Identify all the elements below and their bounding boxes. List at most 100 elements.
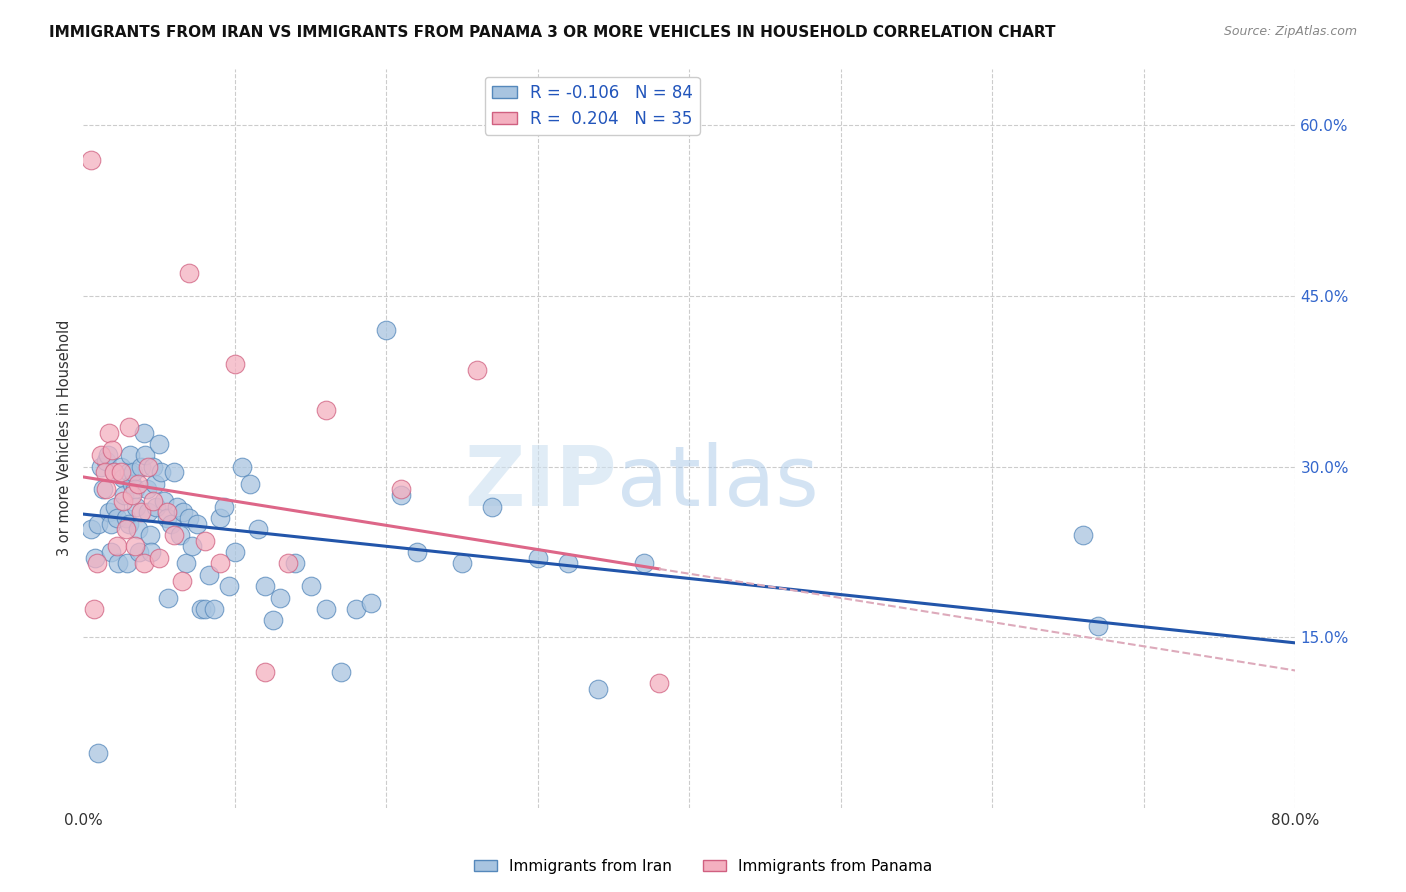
Point [246,522,269,536]
Point [224,545,246,559]
Point [166,500,188,514]
Y-axis label: 3 or more Vehicles in Household: 3 or more Vehicles in Household [58,320,72,557]
Point [138,459,160,474]
Point [172,505,194,519]
Point [212,500,235,514]
Point [1087,619,1109,633]
Point [315,402,337,417]
Point [202,602,225,616]
Text: IMMIGRANTS FROM IRAN VS IMMIGRANTS FROM PANAMA 3 OR MORE VEHICLES IN HOUSEHOLD C: IMMIGRANTS FROM IRAN VS IMMIGRANTS FROM … [49,25,1056,40]
Point [160,516,183,531]
Point [391,483,413,497]
Point [94,454,117,468]
Point [149,466,172,480]
Point [114,522,136,536]
Point [588,681,610,696]
Point [111,494,134,508]
Point [132,557,155,571]
Point [527,550,550,565]
Point [1073,528,1095,542]
Point [86,557,108,571]
Point [465,363,488,377]
Point [170,574,193,588]
Point [148,437,170,451]
Point [84,550,107,565]
Point [104,500,127,514]
Text: Source: ZipAtlas.com: Source: ZipAtlas.com [1223,25,1357,38]
Point [181,540,204,554]
Point [148,550,170,565]
Point [262,613,284,627]
Text: atlas: atlas [617,442,818,524]
Point [299,579,322,593]
Point [329,665,352,679]
Point [80,522,103,536]
Point [254,579,277,593]
Point [163,466,186,480]
Point [198,567,221,582]
Point [344,602,367,616]
Point [93,466,115,480]
Point [128,545,150,559]
Point [129,459,152,474]
Point [269,591,291,605]
Point [90,459,112,474]
Point [375,323,398,337]
Point [208,511,231,525]
Point [134,449,156,463]
Point [139,528,162,542]
Point [360,596,382,610]
Point [145,500,167,514]
Point [114,511,136,525]
Point [87,516,110,531]
Point [110,459,132,474]
Point [143,476,166,491]
Legend: R = -0.106   N = 84, R =  0.204   N = 35: R = -0.106 N = 84, R = 0.204 N = 35 [485,77,700,135]
Point [179,511,201,525]
Point [103,466,125,480]
Point [98,425,121,440]
Point [224,357,246,371]
Point [481,500,503,514]
Point [127,476,149,491]
Point [105,511,128,525]
Point [107,557,129,571]
Point [98,505,121,519]
Point [138,505,160,519]
Point [163,528,186,542]
Point [648,676,671,690]
Point [87,747,110,761]
Point [451,557,474,571]
Point [156,505,179,519]
Point [284,557,307,571]
Point [277,557,299,571]
Point [239,476,262,491]
Point [254,665,277,679]
Point [633,557,655,571]
Point [129,505,152,519]
Point [100,545,122,559]
Point [193,602,215,616]
Point [100,516,122,531]
Point [157,591,180,605]
Text: ZIP: ZIP [464,442,617,524]
Point [121,488,143,502]
Point [391,488,413,502]
Point [124,483,146,497]
Legend: Immigrants from Iran, Immigrants from Panama: Immigrants from Iran, Immigrants from Pa… [468,853,938,880]
Point [557,557,579,571]
Point [94,483,117,497]
Point [120,449,142,463]
Point [124,540,146,554]
Point [169,528,191,542]
Point [156,511,179,525]
Point [103,466,125,480]
Point [142,459,165,474]
Point [218,579,240,593]
Point [110,466,132,480]
Point [125,500,148,514]
Point [122,466,145,480]
Point [142,494,165,508]
Point [115,557,138,571]
Point [193,533,215,548]
